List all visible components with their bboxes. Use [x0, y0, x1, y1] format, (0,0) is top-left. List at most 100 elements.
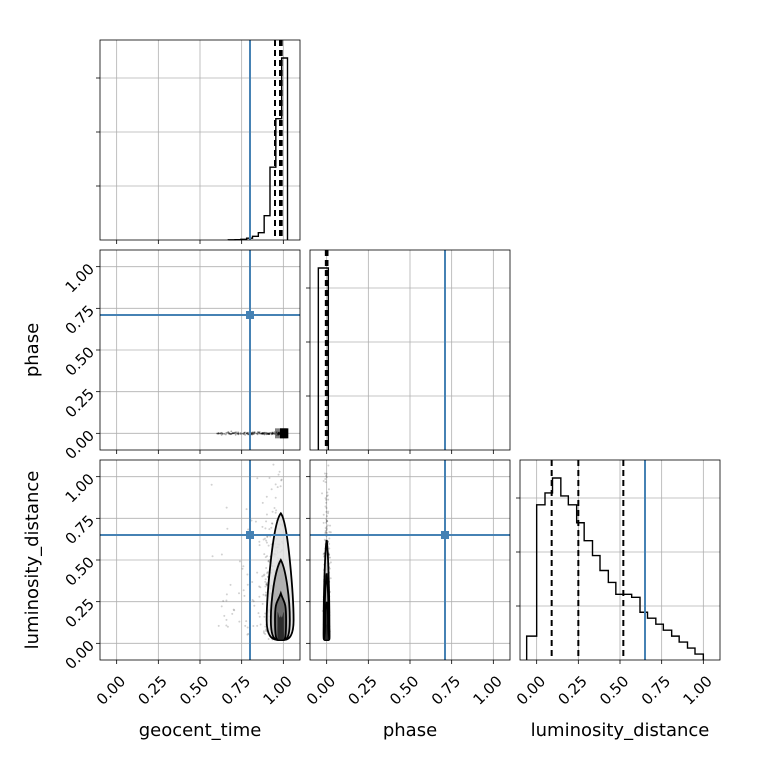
sample-point — [266, 433, 269, 435]
sample-point — [241, 567, 244, 570]
sample-point — [263, 431, 266, 434]
sample-point — [264, 625, 267, 628]
sample-point — [250, 432, 253, 435]
sample-point — [233, 431, 236, 434]
sample-point — [263, 553, 266, 556]
x-tick-label: 0.00 — [513, 672, 549, 708]
sample-point — [252, 432, 254, 435]
sample-point — [264, 612, 267, 615]
sample-point — [233, 432, 236, 435]
y-tick-label: 0.00 — [62, 427, 98, 463]
sample-point — [324, 529, 327, 532]
sample-point — [265, 541, 268, 544]
sample-point — [271, 432, 274, 434]
sample-point — [233, 609, 236, 612]
density-core — [280, 428, 289, 439]
sample-point — [222, 599, 225, 602]
histogram-luminosity_distance — [525, 477, 705, 660]
sample-point — [266, 572, 269, 575]
x-tick-label: 0.25 — [134, 672, 170, 708]
x-tick-label: 0.00 — [303, 672, 339, 708]
sample-point — [247, 528, 250, 531]
sample-point — [271, 432, 274, 435]
panel-geocent_time-hist — [96, 39, 301, 244]
sample-point — [262, 432, 265, 434]
sample-point — [238, 620, 241, 623]
sample-point — [325, 531, 328, 534]
sample-point — [268, 477, 271, 480]
sample-point — [246, 583, 249, 586]
sample-point — [237, 432, 240, 435]
sample-point — [260, 432, 263, 435]
sample-point — [327, 464, 330, 467]
sample-point — [261, 501, 264, 504]
sample-point — [325, 476, 328, 479]
sample-point — [280, 479, 283, 482]
sample-point — [259, 586, 262, 589]
sample-point — [262, 432, 264, 435]
sample-point — [258, 585, 261, 588]
sample-point — [244, 433, 247, 436]
sample-point — [216, 432, 219, 435]
sample-point — [226, 527, 229, 530]
sample-point — [257, 430, 259, 433]
sample-point — [274, 511, 277, 514]
sample-point — [265, 452, 267, 454]
sample-point — [326, 491, 329, 494]
sample-point — [227, 431, 230, 433]
sample-point — [251, 431, 254, 434]
sample-point — [270, 488, 273, 491]
sample-point — [268, 433, 271, 436]
x-tick-label: 0.50 — [176, 672, 212, 708]
sample-point — [328, 542, 331, 545]
x-tick-label: 1.00 — [259, 672, 295, 708]
sample-point — [268, 432, 270, 434]
y-tick-label: 0.00 — [62, 637, 98, 673]
truth-marker — [441, 531, 449, 539]
sample-point — [329, 556, 332, 559]
sample-point — [220, 431, 223, 434]
sample-point — [246, 633, 249, 636]
sample-point — [328, 547, 331, 550]
sample-point — [327, 510, 330, 513]
sample-point — [268, 528, 271, 531]
sample-point — [234, 432, 237, 434]
sample-point — [329, 577, 332, 580]
sample-point — [252, 431, 254, 434]
sample-point — [265, 513, 268, 516]
sample-point — [264, 527, 267, 530]
sample-point — [266, 535, 269, 538]
sample-point — [272, 433, 274, 435]
y-tick-label: 0.50 — [62, 343, 98, 379]
sample-point — [326, 520, 329, 523]
sample-point — [264, 578, 267, 581]
sample-point — [229, 433, 232, 436]
sample-point — [267, 433, 270, 436]
sample-point — [327, 488, 330, 491]
sample-point — [251, 432, 253, 435]
sample-point — [264, 556, 267, 559]
sample-point — [271, 522, 274, 525]
sample-point — [257, 431, 260, 434]
sample-point — [220, 605, 223, 608]
sample-point — [261, 525, 264, 528]
sample-point — [277, 473, 280, 476]
sample-point — [230, 430, 233, 433]
sample-point — [236, 373, 238, 375]
sample-point — [243, 594, 246, 597]
sample-point — [253, 604, 256, 607]
panel-content — [210, 373, 295, 641]
sample-point — [265, 567, 268, 570]
sample-point — [217, 624, 220, 627]
sample-point — [266, 571, 269, 574]
sample-point — [265, 433, 268, 436]
sample-point — [272, 400, 274, 402]
sample-point — [246, 573, 249, 576]
sample-point — [238, 592, 241, 595]
sample-point — [325, 498, 328, 501]
sample-point — [264, 594, 267, 597]
sample-point — [267, 432, 270, 435]
sample-point — [271, 522, 274, 525]
sample-point — [265, 630, 268, 633]
sample-point — [247, 433, 250, 436]
